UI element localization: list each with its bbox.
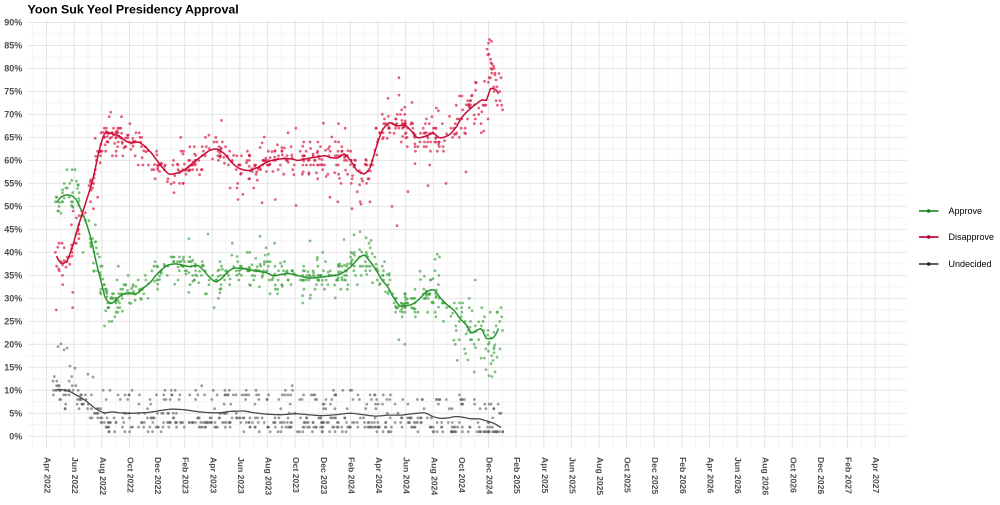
svg-text:Dec 2026: Dec 2026 xyxy=(816,457,826,494)
svg-text:Jun 2026: Jun 2026 xyxy=(733,457,743,494)
svg-text:70%: 70% xyxy=(4,110,22,120)
svg-text:30%: 30% xyxy=(4,294,22,304)
svg-text:Feb 2023: Feb 2023 xyxy=(181,457,191,494)
svg-text:45%: 45% xyxy=(4,225,22,235)
svg-text:Oct 2023: Oct 2023 xyxy=(291,457,301,493)
svg-text:Apr 2025: Apr 2025 xyxy=(540,457,550,494)
svg-text:15%: 15% xyxy=(4,363,22,373)
svg-text:Dec 2025: Dec 2025 xyxy=(650,457,660,494)
svg-text:Aug 2023: Aug 2023 xyxy=(264,457,274,495)
svg-text:20%: 20% xyxy=(4,340,22,350)
svg-text:Aug 2026: Aug 2026 xyxy=(761,457,771,495)
svg-text:10%: 10% xyxy=(4,386,22,396)
svg-text:Dec 2023: Dec 2023 xyxy=(319,457,329,494)
svg-text:25%: 25% xyxy=(4,317,22,327)
svg-text:Apr 2026: Apr 2026 xyxy=(706,457,716,494)
svg-text:60%: 60% xyxy=(4,156,22,166)
svg-text:Oct 2022: Oct 2022 xyxy=(126,457,136,493)
svg-text:Jun 2023: Jun 2023 xyxy=(236,457,246,494)
svg-text:Aug 2025: Aug 2025 xyxy=(595,457,605,495)
svg-text:65%: 65% xyxy=(4,133,22,143)
svg-text:Oct 2025: Oct 2025 xyxy=(623,457,633,493)
svg-text:80%: 80% xyxy=(4,64,22,74)
svg-text:Apr 2027: Apr 2027 xyxy=(871,457,881,494)
svg-text:35%: 35% xyxy=(4,271,22,281)
svg-text:Jun 2025: Jun 2025 xyxy=(567,457,577,494)
svg-text:Oct 2026: Oct 2026 xyxy=(788,457,798,493)
svg-text:50%: 50% xyxy=(4,202,22,212)
svg-text:Undecided: Undecided xyxy=(949,259,992,269)
svg-text:Apr 2023: Apr 2023 xyxy=(208,457,218,494)
svg-text:Dec 2024: Dec 2024 xyxy=(485,457,495,494)
svg-text:Feb 2027: Feb 2027 xyxy=(844,457,854,494)
svg-text:Yoon Suk Yeol Presidency Appro: Yoon Suk Yeol Presidency Approval xyxy=(28,3,239,17)
svg-text:85%: 85% xyxy=(4,41,22,51)
svg-text:90%: 90% xyxy=(4,18,22,28)
svg-text:Aug 2024: Aug 2024 xyxy=(429,457,439,495)
svg-text:Approve: Approve xyxy=(949,206,983,216)
svg-text:Feb 2025: Feb 2025 xyxy=(512,457,522,494)
svg-text:Jun 2022: Jun 2022 xyxy=(70,457,80,494)
svg-text:Feb 2024: Feb 2024 xyxy=(346,457,356,494)
svg-text:40%: 40% xyxy=(4,248,22,258)
svg-text:55%: 55% xyxy=(4,179,22,189)
svg-text:Jun 2024: Jun 2024 xyxy=(402,457,412,494)
svg-text:Apr 2024: Apr 2024 xyxy=(374,457,384,494)
svg-text:Feb 2026: Feb 2026 xyxy=(678,457,688,494)
svg-text:Oct 2024: Oct 2024 xyxy=(457,457,467,493)
svg-text:0%: 0% xyxy=(9,432,22,442)
svg-text:Disapprove: Disapprove xyxy=(949,232,995,242)
svg-text:5%: 5% xyxy=(9,409,22,419)
svg-text:75%: 75% xyxy=(4,87,22,97)
svg-text:Dec 2022: Dec 2022 xyxy=(153,457,163,494)
svg-text:Aug 2022: Aug 2022 xyxy=(98,457,108,495)
svg-text:Apr 2022: Apr 2022 xyxy=(43,457,53,494)
